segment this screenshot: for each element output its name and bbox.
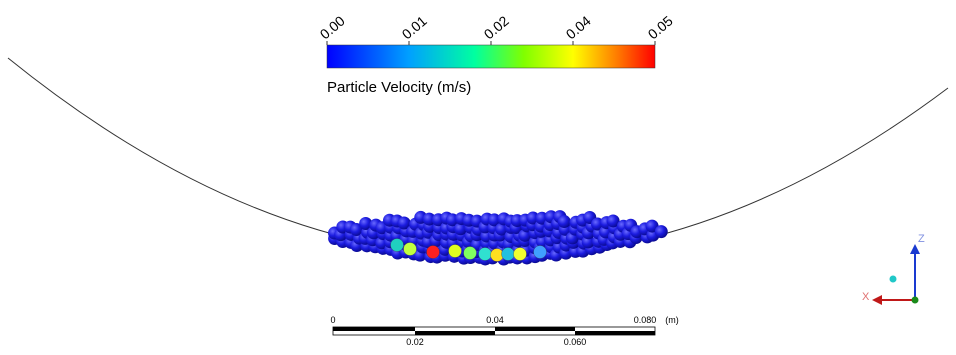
particle-fast [502, 248, 515, 261]
particle-fast [449, 245, 462, 258]
scale-segment [495, 327, 575, 331]
scale-label: 0.04 [486, 315, 504, 325]
colorbar-tick-label: 0.04 [563, 12, 594, 42]
simulation-view: 0.00 0.01 0.02 0.04 0.05 Particle Velocity (… [0, 0, 956, 350]
colorbar-ticks: 0.00 0.01 0.02 0.04 0.05 [317, 12, 676, 45]
colorbar-tick-label: 0.01 [399, 12, 430, 42]
scale-label: 0.060 [564, 337, 587, 347]
particle-fast [464, 247, 477, 260]
particle [655, 225, 668, 238]
particle-fast [391, 239, 404, 252]
particle-fast [514, 248, 527, 261]
x-label: X [862, 291, 870, 303]
colorbar-tick-label: 0.02 [481, 12, 512, 42]
scale-label: 0.080 [634, 315, 657, 325]
particle [558, 215, 571, 228]
colorbar-title: Particle Velocity (m/s) [327, 79, 471, 96]
scale-label: 0.02 [406, 337, 424, 347]
y-axis [912, 297, 919, 304]
axis-triad: Z X [862, 233, 925, 305]
colorbar-tick-label: 0.05 [645, 12, 676, 42]
x-arrow [872, 295, 882, 305]
particle-fast [404, 243, 417, 256]
z-arrow [910, 244, 920, 254]
scale-label: 0 [330, 315, 335, 325]
scale-segment [333, 327, 415, 331]
colorbar [327, 45, 655, 68]
particle-fast [427, 246, 440, 259]
colorbar-tick-label: 0.00 [317, 12, 348, 42]
scale-segment [575, 331, 655, 335]
particle-bed [328, 210, 668, 265]
light-indicator [890, 276, 897, 283]
page: {"colorbar": {"title": "Particle Velocit… [0, 0, 956, 350]
particle-fast [534, 246, 547, 259]
scale-segment [415, 331, 495, 335]
z-label: Z [918, 233, 925, 245]
scale-bar: 0 0.04 0.080 (m) 0.02 0.060 [330, 315, 678, 347]
particle-fast [479, 248, 492, 261]
scale-unit: (m) [665, 315, 679, 325]
